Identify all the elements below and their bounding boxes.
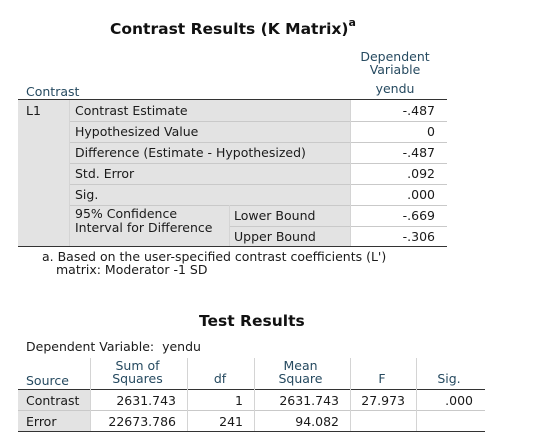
header-df: df bbox=[213, 371, 227, 386]
test-row-label-contrast: Contrast bbox=[26, 393, 80, 408]
value-upper-bound: -.306 bbox=[402, 229, 435, 244]
test-row-divider bbox=[18, 410, 485, 411]
header-mean-square: Mean Square bbox=[278, 358, 323, 386]
test-contrast-df: 1 bbox=[235, 393, 243, 408]
test-column-divider bbox=[90, 358, 91, 431]
row-divider bbox=[69, 184, 447, 185]
value-difference: -.487 bbox=[402, 145, 435, 160]
test-column-divider bbox=[416, 358, 417, 431]
value-contrast-estimate: -.487 bbox=[402, 103, 435, 118]
test-column-divider bbox=[350, 358, 351, 431]
contrast-label-l1: L1 bbox=[26, 103, 41, 118]
header-f: F bbox=[378, 371, 386, 386]
value-lower-bound: -.669 bbox=[402, 208, 435, 223]
test-row-label-error: Error bbox=[26, 414, 57, 429]
row-label-hypothesized-value: Hypothesized Value bbox=[75, 124, 199, 139]
row-divider bbox=[69, 142, 447, 143]
row-label-confidence-interval: 95% Confidence Interval for Difference bbox=[75, 206, 213, 235]
test-contrast-sig: .000 bbox=[445, 393, 473, 408]
row-label-lower-bound: Lower Bound bbox=[234, 208, 316, 223]
column-divider bbox=[69, 100, 70, 246]
row-divider bbox=[69, 163, 447, 164]
contrast-column-header: Contrast bbox=[26, 84, 80, 99]
contrast-table-footnote: a. Based on the user-specified contrast … bbox=[42, 249, 387, 277]
dependent-variable-name: yendu bbox=[375, 81, 415, 96]
test-results-title: Test Results bbox=[199, 312, 305, 330]
header-source: Source bbox=[26, 373, 69, 388]
value-hypothesized-value: 0 bbox=[427, 124, 435, 139]
row-label-difference: Difference (Estimate - Hypothesized) bbox=[75, 145, 306, 160]
row-label-sig: Sig. bbox=[75, 187, 99, 202]
test-contrast-mean-square: 2631.743 bbox=[279, 393, 339, 408]
row-divider bbox=[229, 226, 447, 227]
value-std-error: .092 bbox=[407, 166, 435, 181]
test-bottom-rule bbox=[18, 431, 485, 432]
row-divider bbox=[69, 205, 447, 206]
test-error-mean-square: 94.082 bbox=[295, 414, 339, 429]
row-divider bbox=[69, 121, 447, 122]
test-dependent-variable: Dependent Variable: yendu bbox=[26, 339, 201, 354]
test-error-df: 241 bbox=[219, 414, 243, 429]
test-header-rule bbox=[18, 389, 485, 390]
column-divider bbox=[350, 100, 351, 246]
title-footnote-marker: a bbox=[348, 16, 356, 29]
test-error-sum-of-squares: 22673.786 bbox=[108, 414, 176, 429]
header-rule bbox=[18, 99, 447, 100]
header-sig: Sig. bbox=[437, 371, 461, 386]
column-divider bbox=[229, 205, 230, 246]
test-contrast-f: 27.973 bbox=[361, 393, 405, 408]
test-contrast-sum-of-squares: 2631.743 bbox=[116, 393, 176, 408]
test-column-divider bbox=[254, 358, 255, 431]
table-bottom-rule bbox=[18, 246, 447, 247]
test-dependent-variable-name: yendu bbox=[162, 339, 201, 354]
row-label-upper-bound: Upper Bound bbox=[234, 229, 316, 244]
row-label-std-error: Std. Error bbox=[75, 166, 135, 181]
value-sig: .000 bbox=[407, 187, 435, 202]
row-label-contrast-estimate: Contrast Estimate bbox=[75, 103, 188, 118]
test-column-divider bbox=[187, 358, 188, 431]
header-sum-of-squares: Sum of Squares bbox=[112, 358, 163, 386]
contrast-table-title: Contrast Results (K Matrix)a bbox=[110, 16, 356, 39]
contrast-label-shading bbox=[18, 100, 350, 246]
dependent-variable-header: Dependent Variable bbox=[360, 49, 430, 77]
